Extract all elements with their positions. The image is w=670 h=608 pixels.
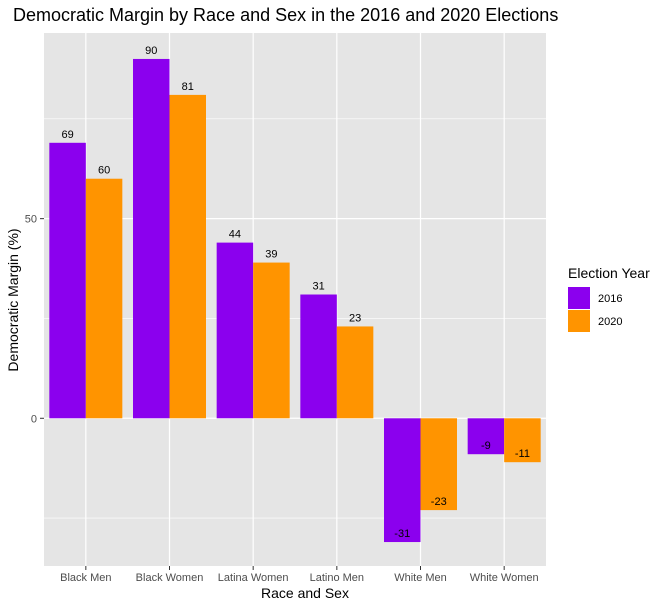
data-label: 69 <box>61 129 73 141</box>
bar-2016-black-men <box>49 142 86 419</box>
bar-2016-white-women <box>467 418 505 455</box>
bar-2020-white-women <box>504 418 541 463</box>
bar-2016-latina-women <box>216 242 254 419</box>
bar-2016-black-women <box>133 58 170 419</box>
data-label: 60 <box>98 165 110 177</box>
bar-2020-black-women <box>169 94 206 419</box>
legend-swatch-2020 <box>568 310 590 332</box>
legend-swatch-2016 <box>568 287 590 309</box>
y-axis-title: Democratic Margin (%) <box>5 228 21 371</box>
bar-2016-white-men <box>384 418 421 543</box>
data-labels: 69 90 44 31 -31 -9 60 81 39 23 -23 -11 <box>61 45 530 540</box>
y-tick-label: 50 <box>25 214 37 226</box>
x-tick-label: Black Women <box>136 572 204 584</box>
data-label: -23 <box>431 496 447 508</box>
data-label: 44 <box>229 229 241 241</box>
data-label: 90 <box>145 45 157 57</box>
legend-title: Election Year <box>568 265 650 281</box>
legend-label: 2020 <box>598 316 622 328</box>
x-tick-label: Latino Men <box>310 572 364 584</box>
bars <box>49 58 541 543</box>
y-axis: 0 50 <box>25 214 44 425</box>
x-axis: Black Men Black Women Latina Women Latino M… <box>60 566 539 584</box>
data-label: -31 <box>394 528 410 540</box>
x-tick-label: White Men <box>394 572 447 584</box>
bar-2020-black-men <box>85 178 123 419</box>
x-axis-title: Race and Sex <box>261 585 349 601</box>
data-label: 31 <box>312 281 324 293</box>
x-tick-label: Latina Women <box>218 572 289 584</box>
bar-2020-white-men <box>420 418 457 511</box>
data-label: 81 <box>182 81 194 93</box>
minor-gridlines <box>44 118 546 519</box>
legend-label: 2016 <box>598 293 622 305</box>
x-tick-label: Black Men <box>60 572 111 584</box>
y-tick-label: 0 <box>31 413 37 425</box>
bar-2020-latina-women <box>253 262 290 419</box>
bar-2016-latino-men <box>300 294 337 419</box>
data-label: -11 <box>515 448 530 460</box>
x-tick-label: White Women <box>470 572 539 584</box>
data-label: -9 <box>481 440 491 452</box>
chart-title: Democratic Margin by Race and Sex in the… <box>13 5 558 25</box>
bar-2020-latino-men <box>336 326 374 419</box>
plot-panel <box>44 33 546 566</box>
data-label: 39 <box>265 249 277 261</box>
legend: Election Year 2016 2020 <box>568 265 650 332</box>
data-label: 23 <box>349 312 361 324</box>
